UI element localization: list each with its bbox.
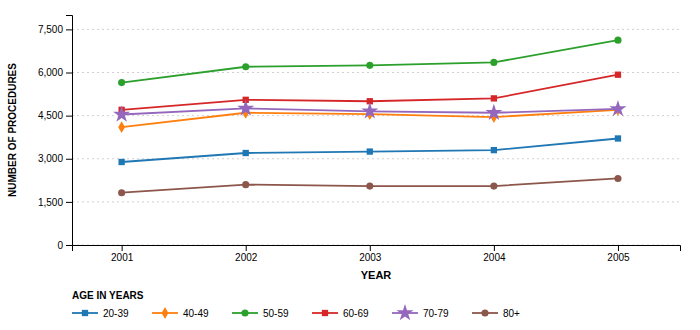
point-marker (366, 182, 373, 189)
legend-marker (396, 304, 413, 320)
point-marker (614, 37, 621, 44)
point-marker (118, 159, 124, 165)
point-marker (491, 147, 497, 153)
x-tick-mark (370, 245, 371, 251)
point-marker (113, 106, 130, 122)
point-marker (361, 102, 378, 118)
point-marker (491, 95, 497, 101)
legend-item: 40-49 (152, 307, 209, 319)
series-line (122, 40, 618, 82)
x-tick-label: 2001 (111, 252, 134, 263)
series-line (122, 178, 618, 192)
legend-marker (481, 309, 488, 316)
legend-item: 80+ (472, 308, 520, 319)
y-axis: 0 1,500 3,000 4,500 6,000 7,500 (38, 16, 73, 251)
y-tick: 3,000 (38, 153, 72, 164)
y-tick: 4,500 (38, 110, 72, 121)
y-axis-title: NUMBER OF PROCEDURES (7, 63, 18, 197)
x-tick-label: 2005 (607, 252, 630, 263)
x-axis-title: YEAR (361, 269, 392, 281)
legend-item: 20-39 (72, 308, 129, 319)
y-tick-mark (66, 73, 72, 74)
y-tick-label: 1,500 (38, 197, 63, 208)
x-tick-mark (122, 245, 123, 251)
legend-item: 50-59 (232, 308, 289, 319)
y-tick-mark (66, 202, 72, 203)
x-tick: 2005 (607, 245, 630, 263)
y-tick-label: 0 (57, 240, 63, 251)
legend-marker (82, 310, 88, 316)
x-tick-label: 2002 (235, 252, 258, 263)
x-tick: 2003 (359, 245, 382, 263)
point-marker (367, 148, 373, 154)
point-marker (242, 181, 249, 188)
point-marker (237, 99, 254, 115)
point-marker (490, 59, 497, 66)
point-marker (366, 62, 373, 69)
x-tick: 2004 (483, 245, 506, 263)
point-marker (615, 72, 621, 78)
point-marker (485, 104, 502, 120)
legend: AGE IN YEARS 20-39 40-49 50-59 60-69 70-79 80+ (72, 290, 520, 320)
y-tick-mark (66, 245, 72, 246)
y-tick-label: 3,000 (38, 153, 63, 164)
point-marker (243, 150, 249, 156)
grid (72, 29, 680, 245)
point-marker (614, 175, 621, 182)
point-marker (490, 182, 497, 189)
grid-line (72, 29, 680, 30)
y-axis-line (66, 16, 73, 246)
y-tick: 0 (57, 240, 72, 251)
y-tick-mark (66, 116, 72, 117)
x-tick-mark (246, 245, 247, 251)
legend-label: 70-79 (423, 308, 449, 319)
x-tick-label: 2003 (359, 252, 382, 263)
legend-marker (162, 307, 169, 319)
legend-label: 20-39 (103, 308, 129, 319)
point-marker (609, 100, 626, 116)
y-tick-label: 6,000 (38, 67, 63, 78)
legend-label: 50-59 (263, 308, 289, 319)
x-tick-mark (494, 245, 495, 251)
y-tick-label: 4,500 (38, 110, 63, 121)
legend-label: 60-69 (343, 308, 369, 319)
y-tick: 1,500 (38, 197, 72, 208)
x-tick-mark (618, 245, 619, 251)
grid-line (72, 72, 680, 73)
legend-title: AGE IN YEARS (72, 290, 144, 301)
legend-item: 60-69 (312, 308, 369, 319)
point-marker (242, 63, 249, 70)
chart: 2001 2002 2003 2004 2005 0 1,500 3,000 4,500 6,00… (0, 0, 700, 330)
legend-label: 80+ (503, 308, 520, 319)
y-tick: 6,000 (38, 67, 72, 78)
x-axis-line (73, 246, 681, 252)
y-tick-mark (66, 29, 72, 30)
point-marker (118, 79, 125, 86)
point-marker (615, 135, 621, 141)
y-tick: 7,500 (38, 24, 72, 35)
y-tick-mark (66, 159, 72, 160)
x-tick: 2001 (111, 245, 134, 263)
series-line (122, 138, 618, 162)
y-tick-label: 7,500 (38, 24, 63, 35)
legend-marker (241, 309, 248, 316)
legend-item: 70-79 (392, 304, 449, 320)
grid-line (72, 115, 680, 116)
grid-line (72, 201, 680, 202)
legend-label: 40-49 (183, 308, 209, 319)
plot-area (113, 37, 626, 197)
legend-marker (322, 310, 328, 316)
point-marker (118, 189, 125, 196)
x-axis: 2001 2002 2003 2004 2005 (73, 245, 681, 263)
point-marker (118, 121, 125, 133)
x-tick: 2002 (235, 245, 258, 263)
x-tick-label: 2004 (483, 252, 506, 263)
